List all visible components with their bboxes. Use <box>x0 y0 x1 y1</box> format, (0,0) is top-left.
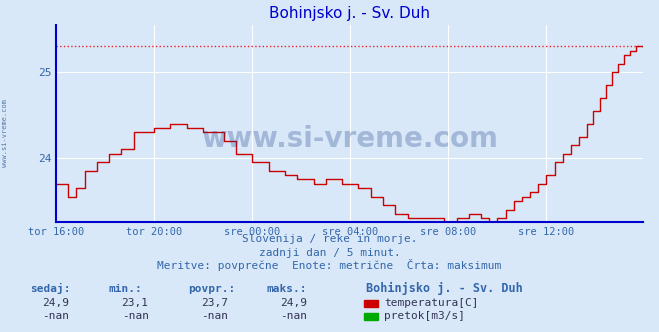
Text: -nan: -nan <box>43 311 69 321</box>
Text: -nan: -nan <box>122 311 148 321</box>
Text: 24,9: 24,9 <box>280 298 306 308</box>
Text: temperatura[C]: temperatura[C] <box>384 298 478 308</box>
Text: min.:: min.: <box>109 284 142 294</box>
Text: Bohinjsko j. - Sv. Duh: Bohinjsko j. - Sv. Duh <box>366 282 523 295</box>
Text: sedaj:: sedaj: <box>30 283 70 294</box>
Text: www.si-vreme.com: www.si-vreme.com <box>2 99 9 167</box>
Text: 24,9: 24,9 <box>43 298 69 308</box>
Text: -nan: -nan <box>280 311 306 321</box>
Text: maks.:: maks.: <box>267 284 307 294</box>
Text: -nan: -nan <box>201 311 227 321</box>
Text: Meritve: povprečne  Enote: metrične  Črta: maksimum: Meritve: povprečne Enote: metrične Črta:… <box>158 259 501 271</box>
Text: www.si-vreme.com: www.si-vreme.com <box>201 125 498 153</box>
Text: zadnji dan / 5 minut.: zadnji dan / 5 minut. <box>258 248 401 258</box>
Text: 23,7: 23,7 <box>201 298 227 308</box>
Title: Bohinjsko j. - Sv. Duh: Bohinjsko j. - Sv. Duh <box>269 6 430 21</box>
Text: 23,1: 23,1 <box>122 298 148 308</box>
Text: pretok[m3/s]: pretok[m3/s] <box>384 311 465 321</box>
Text: Slovenija / reke in morje.: Slovenija / reke in morje. <box>242 234 417 244</box>
Text: povpr.:: povpr.: <box>188 284 235 294</box>
